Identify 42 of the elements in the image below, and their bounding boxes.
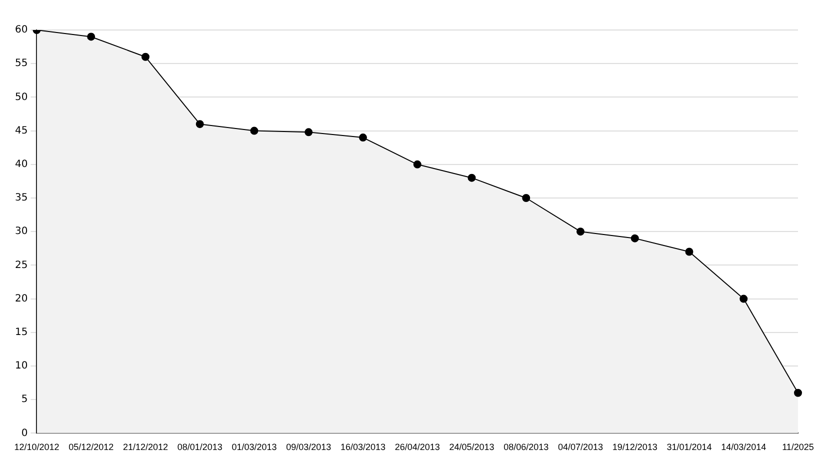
x-tick-label: 05/12/2012 [68,442,114,452]
point [87,32,96,41]
point [468,174,476,182]
point [250,126,258,135]
x-tick-label: 16/03/2013 [340,442,386,452]
x-tick-label: 01/03/2013 [232,442,277,452]
y-tick-label: 55 [14,58,28,70]
x-tick-label: 11/2025 [782,442,814,452]
y-tick-label: 15 [14,326,28,338]
y-tick-label: 30 [14,226,28,238]
point [630,234,639,242]
y-tick-label: 50 [14,92,28,103]
x-tick-label: 24/05/2013 [449,442,494,452]
x-tick-label: 31/01/2014 [666,442,712,452]
point [413,160,422,168]
point [196,120,204,128]
y-tick-label: 40 [14,158,28,170]
x-tick-label: 26/04/2013 [394,442,440,452]
point [141,52,150,61]
y-tick-label: 0 [21,428,28,439]
x-tick-label: 08/01/2013 [177,442,222,452]
point [304,128,313,136]
y-tick-label: 60 [14,24,28,36]
y-tick-label: 25 [14,260,28,271]
x-tick-label: 14/03/2014 [721,442,766,452]
x-tick-label: 09/03/2013 [286,442,332,452]
x-tick-label: 12/10/2012 [14,442,60,452]
y-tick-label: 45 [14,125,28,136]
y-tick-label: 10 [14,360,28,372]
x-tick-label: 21/12/2012 [122,442,168,452]
x-tick-label: 04/07/2013 [558,442,604,452]
y-tick-label: 5 [21,394,28,406]
point [685,248,694,256]
point [794,388,802,397]
y-tick-label: 20 [14,293,28,304]
point [358,134,367,142]
point [740,294,748,303]
y-tick-label: 35 [14,192,28,204]
x-tick-label: 19/12/2013 [612,442,658,452]
point [576,228,584,236]
x-tick-label: 08/06/2013 [504,442,549,452]
point [522,194,530,202]
